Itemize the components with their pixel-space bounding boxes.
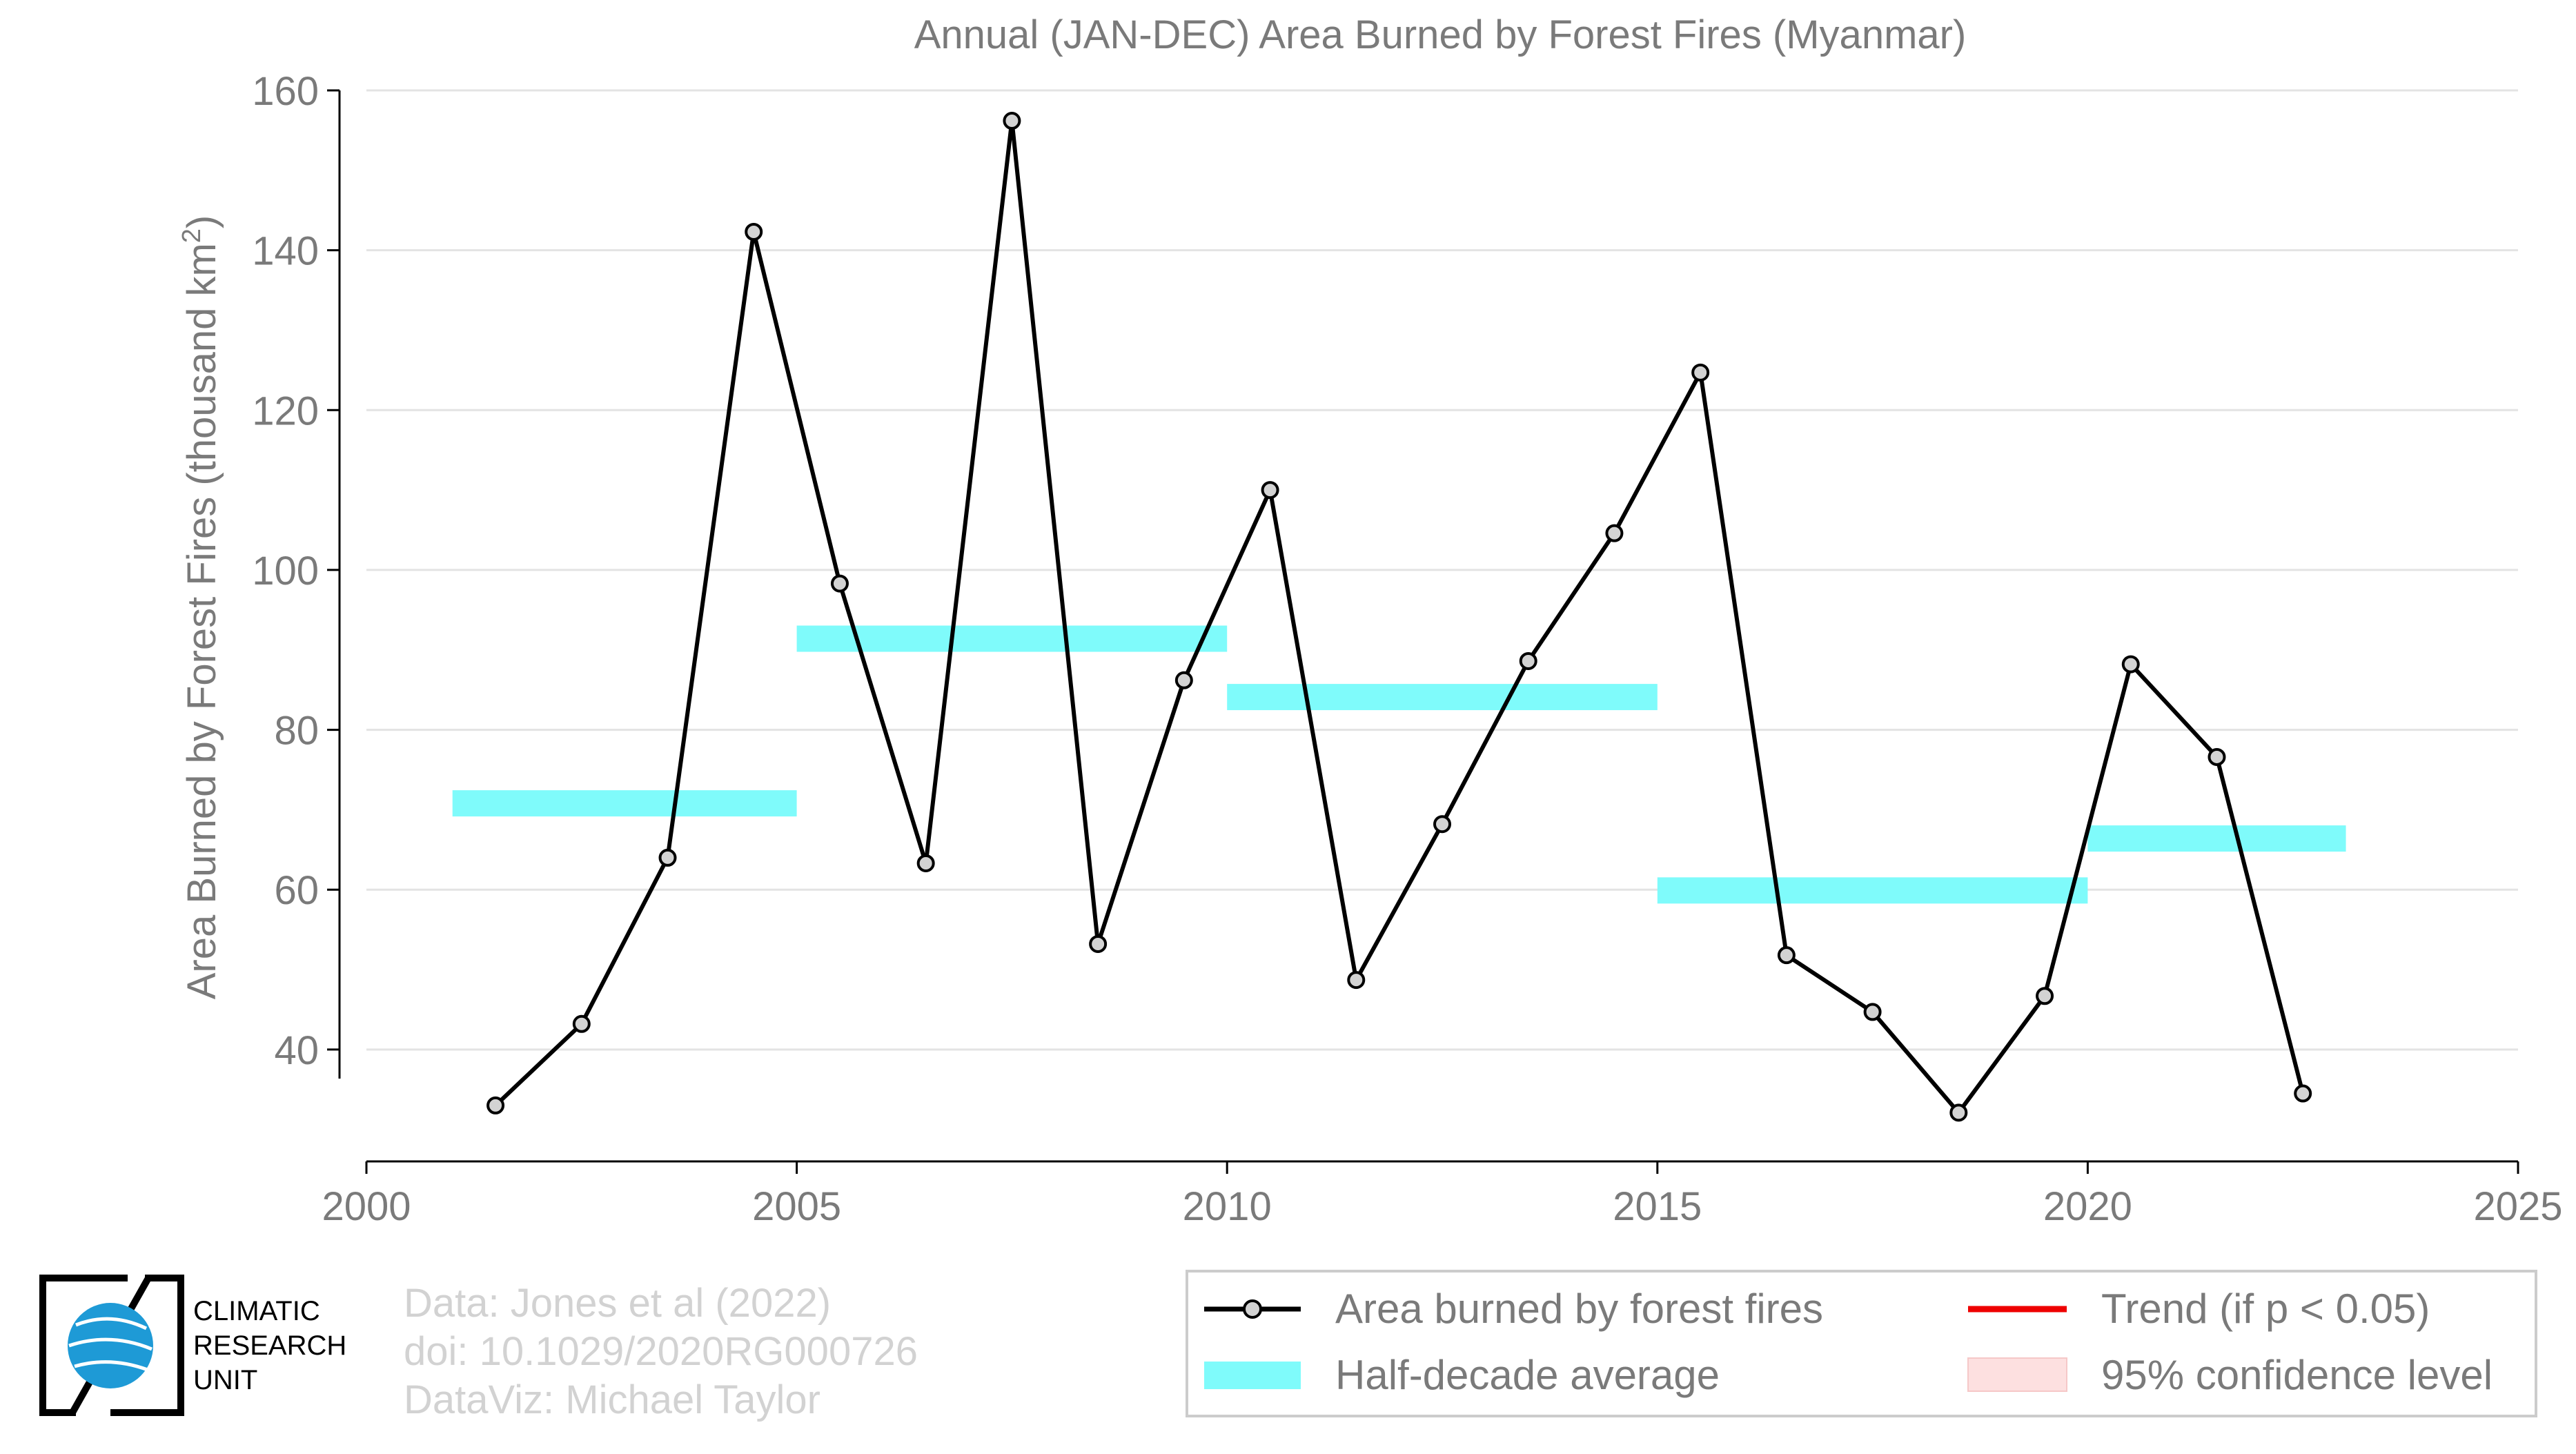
x-tick-label: 2005 bbox=[752, 1184, 841, 1229]
y-tick-label: 100 bbox=[252, 549, 319, 593]
logo-text-line-2: RESEARCH bbox=[193, 1330, 346, 1361]
logo-text-line-3: UNIT bbox=[193, 1365, 257, 1395]
logo-text-line-1: CLIMATIC bbox=[193, 1296, 320, 1326]
series-area-burned bbox=[486, 112, 2312, 1122]
logo-frame-right-icon bbox=[110, 1275, 184, 1416]
data-point bbox=[1089, 934, 1108, 953]
half-decade-band bbox=[796, 625, 1228, 652]
y-tick-label: 60 bbox=[274, 868, 319, 913]
y-tick-label: 120 bbox=[252, 389, 319, 433]
data-point bbox=[916, 854, 935, 872]
data-point bbox=[1949, 1103, 1968, 1122]
y-axis-label-close: ) bbox=[179, 215, 224, 228]
logo-frame-left-icon bbox=[39, 1275, 128, 1416]
legend-swatch-band bbox=[1204, 1362, 1301, 1389]
credit-line-data: Data: Jones et al (2022) bbox=[404, 1281, 831, 1326]
x-tick-label: 2020 bbox=[2043, 1184, 2132, 1229]
x-tick-label: 2025 bbox=[2473, 1184, 2562, 1229]
data-point bbox=[2036, 987, 2054, 1005]
half-decade-band bbox=[2087, 825, 2346, 852]
legend-label-area-burned: Area burned by forest fires bbox=[1335, 1286, 1823, 1332]
data-point bbox=[1261, 481, 1279, 500]
chart-title: Annual (JAN-DEC) Area Burned by Forest F… bbox=[914, 12, 1967, 57]
half-decade-band bbox=[1657, 877, 2088, 904]
credit-line-doi: doi: 10.1029/2020RG000726 bbox=[404, 1329, 918, 1374]
legend-entry-half-decade: Half-decade average bbox=[1204, 1352, 1720, 1398]
grid-lines bbox=[366, 89, 2518, 1051]
data-credits: Data: Jones et al (2022) doi: 10.1029/20… bbox=[404, 1281, 918, 1422]
legend-swatch-marker bbox=[1243, 1299, 1262, 1319]
x-tick-label: 2015 bbox=[1613, 1184, 1702, 1229]
data-point bbox=[1863, 1003, 1882, 1021]
data-point bbox=[572, 1014, 591, 1033]
half-decade-band bbox=[452, 790, 797, 817]
data-point bbox=[1003, 112, 1021, 130]
data-point bbox=[2294, 1084, 2312, 1103]
data-point bbox=[745, 223, 763, 242]
legend-entry-trend: Trend (if p < 0.05) bbox=[1968, 1286, 2430, 1332]
legend-entry-area-burned: Area burned by forest fires bbox=[1204, 1286, 1823, 1332]
logo-globe-lines-icon bbox=[68, 1317, 153, 1372]
legend-box bbox=[1186, 1270, 2537, 1417]
half-decade-band bbox=[1227, 684, 1658, 711]
data-point bbox=[2121, 655, 2140, 674]
data-point bbox=[1174, 671, 1193, 689]
y-axis-label-superscript: 2 bbox=[177, 228, 206, 243]
legend-label-confidence: 95% confidence level bbox=[2101, 1352, 2493, 1398]
data-point bbox=[830, 574, 849, 593]
axes: 40 60 80 100 120 140 160 2000 2005 2010 2015 2020 20… bbox=[252, 69, 2562, 1229]
data-point bbox=[1605, 524, 1624, 542]
legend-label-half-decade: Half-decade average bbox=[1335, 1352, 1720, 1398]
cru-logo: CLIMATIC RESEARCH UNIT bbox=[39, 1275, 346, 1416]
data-point bbox=[1519, 651, 1537, 670]
credit-line-dataviz: DataViz: Michael Taylor bbox=[404, 1377, 820, 1422]
y-tick-label: 140 bbox=[252, 229, 319, 274]
data-point bbox=[2208, 747, 2226, 766]
data-point bbox=[658, 848, 677, 867]
data-point bbox=[1347, 971, 1366, 990]
data-point bbox=[1691, 363, 1710, 382]
data-point bbox=[486, 1096, 505, 1114]
legend-swatch-confidence bbox=[1967, 1357, 2067, 1392]
half-decade-bands bbox=[452, 625, 2346, 904]
x-tick-label: 2010 bbox=[1183, 1184, 1272, 1229]
legend-entry-confidence: 95% confidence level bbox=[1967, 1352, 2493, 1398]
x-tick-label: 2000 bbox=[322, 1184, 411, 1229]
y-axis-label-main: Area Burned by Forest Fires (thousand km bbox=[179, 243, 224, 999]
data-point bbox=[1777, 946, 1796, 965]
y-tick-label: 40 bbox=[274, 1028, 319, 1073]
legend: Area burned by forest fires Trend (if p … bbox=[1186, 1270, 2537, 1417]
y-tick-label: 160 bbox=[252, 69, 319, 114]
y-tick-label: 80 bbox=[274, 709, 319, 754]
data-point bbox=[1433, 815, 1451, 834]
y-axis-label: Area Burned by Forest Fires (thousand km… bbox=[177, 215, 224, 1000]
series-line-area-burned bbox=[494, 119, 2305, 1115]
legend-label-trend: Trend (if p < 0.05) bbox=[2101, 1286, 2430, 1332]
